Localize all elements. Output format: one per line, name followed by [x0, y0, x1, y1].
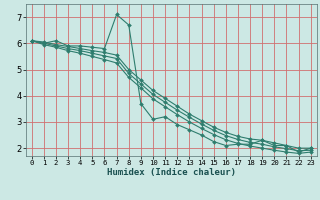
X-axis label: Humidex (Indice chaleur): Humidex (Indice chaleur): [107, 168, 236, 177]
